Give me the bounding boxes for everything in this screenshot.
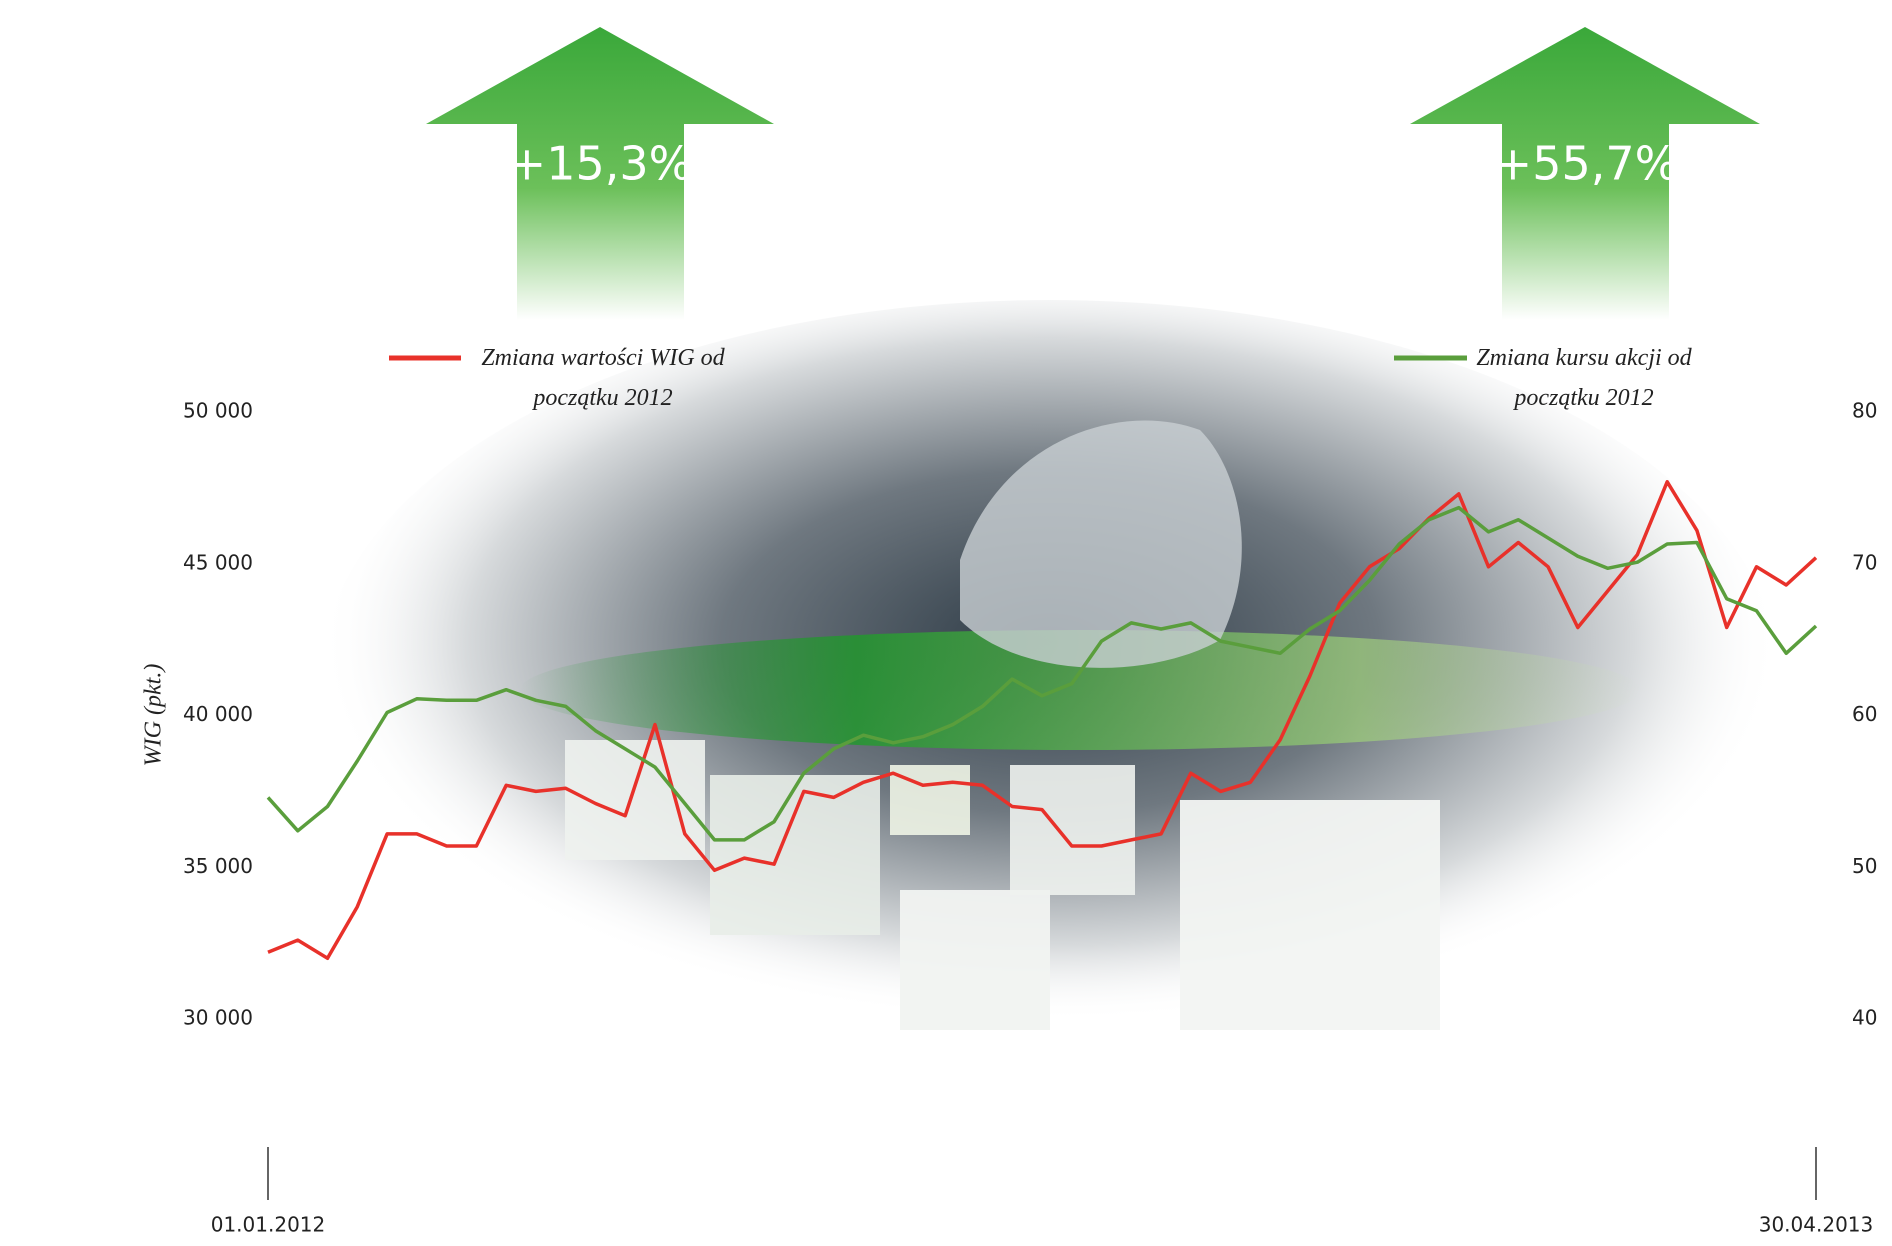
- series-line: [266, 505, 1818, 842]
- arrows: [426, 27, 1760, 320]
- y2-tick-label: 70: [1852, 550, 1877, 574]
- y-tick-label: 40 000: [183, 702, 253, 726]
- y-tick-label: 50 000: [183, 399, 253, 423]
- legend-entry: Zmiana kursu akcji od początku 2012: [1476, 345, 1692, 411]
- y2-tick-label: 40: [1852, 1006, 1877, 1030]
- series-line: [267, 480, 1818, 961]
- y2-tick-label: 50: [1852, 854, 1877, 878]
- background-illustration: [320, 300, 1780, 1060]
- x-tick-label: 30.04.2013: [1759, 1213, 1874, 1237]
- y-tick-label: 45 000: [183, 550, 253, 574]
- y-tick-label: 30 000: [183, 1006, 253, 1030]
- annotation: +55,7%: [1494, 137, 1679, 191]
- y2-tick-label: 80: [1852, 399, 1877, 423]
- annotation: +15,3%: [508, 137, 693, 191]
- y2-tick-label: 60: [1852, 702, 1877, 726]
- y-tick-label: 35 000: [183, 854, 253, 878]
- x-tick-label: 01.01.2012: [211, 1213, 326, 1237]
- legend-entry: Zmiana wartości WIG od początku 2012: [481, 345, 725, 411]
- y-axis-label: WIG (pkt.): [141, 664, 167, 767]
